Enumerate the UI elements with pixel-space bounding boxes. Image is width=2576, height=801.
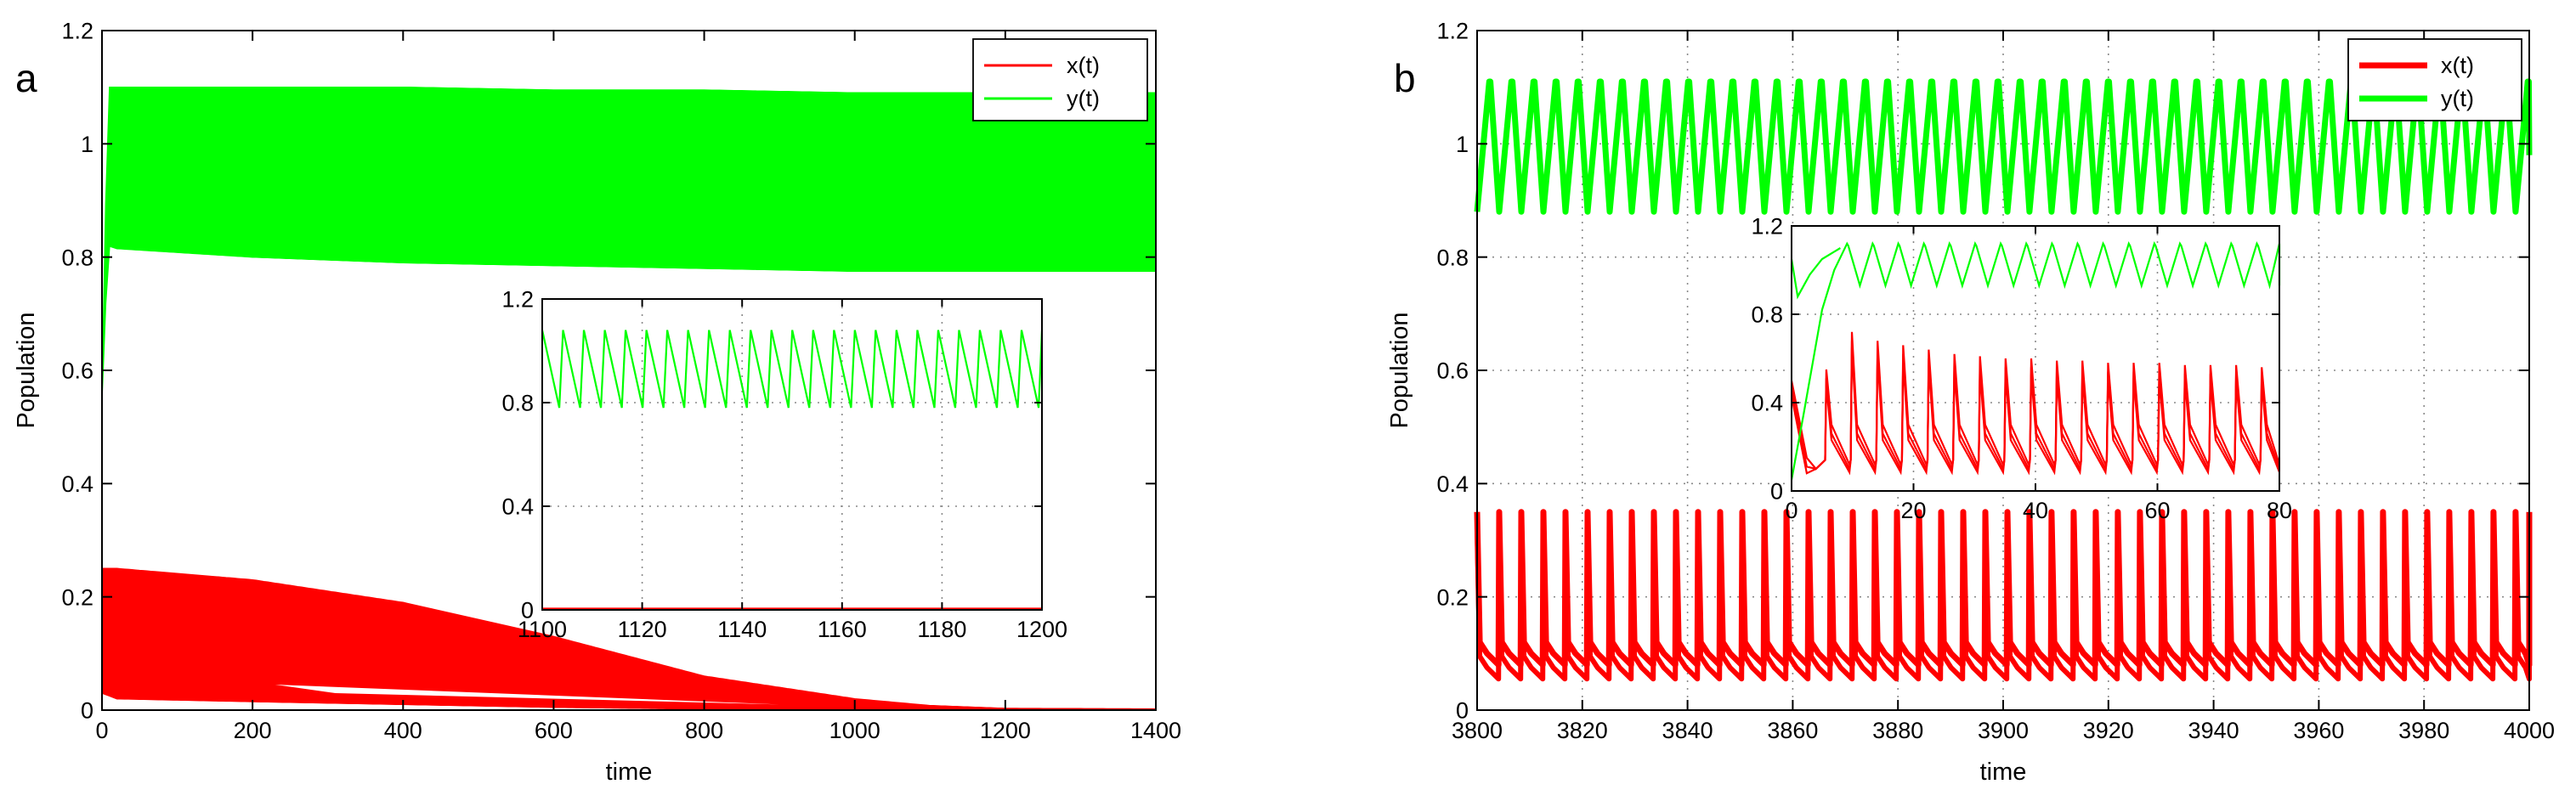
panel-b-ytick-label: 0.2 [1436, 584, 1469, 610]
panel-a-letter: a [15, 56, 37, 100]
panel-a-xtick-label: 400 [384, 718, 422, 743]
panel-a-ytick-label: 1 [81, 132, 93, 157]
panel-a-inset-ytick-label: 0.8 [501, 390, 534, 415]
panel-a-inset-xtick-label: 1200 [1016, 617, 1067, 642]
panel-a-ytick-label: 1.2 [61, 19, 93, 44]
panel-b-inset-ytick-label: 1.2 [1751, 213, 1783, 239]
panel-b-ytick-label: 0.4 [1436, 471, 1469, 497]
panel-b-legend-label-y: y(t) [2441, 86, 2474, 111]
panel-b-ytick-label: 0.8 [1436, 245, 1469, 270]
panel-b-xtick-label: 3980 [2398, 718, 2449, 743]
panel-a-xtick-label: 1200 [980, 718, 1031, 743]
panel-b-inset-xtick-label: 0 [1785, 498, 1798, 523]
panel-b-xlabel: time [1980, 759, 2027, 786]
panel-a-inset-xtick-label: 1180 [917, 617, 966, 642]
inset-series-y-branch [1790, 247, 1841, 300]
panel-a-ytick-label: 0.4 [61, 471, 93, 497]
panel-a: a 0 200 400 600 800 1000 1200 1400 0 0.2 0.4 0.6 0.8… [13, 19, 1181, 786]
panel-b-inset: 0 20 40 60 80 0 0.4 0.8 1.2 [1751, 213, 2292, 523]
inset-series-xt-branch-2 [1790, 347, 2281, 476]
panel-a-ylabel: Population [13, 312, 40, 428]
panel-b-inset-xtick-label: 20 [1900, 498, 1926, 523]
panel-b-inset-xtick-label: 40 [2023, 498, 2048, 523]
panel-b-ylabel: Population [1386, 312, 1413, 428]
panel-b-inset-xtick-label: 80 [2267, 498, 2292, 523]
panel-b-xtick-label: 3880 [1872, 718, 1923, 743]
panel-b-xtick-label: 3920 [2083, 718, 2134, 743]
series-x-band-gap [275, 685, 780, 705]
panel-a-ytick-label: 0 [81, 698, 93, 724]
panel-b-xtick-label: 3900 [1978, 718, 2029, 743]
panel-a-legend-label-x: x(t) [1067, 53, 1100, 78]
series-x-second-branch [1475, 523, 2532, 682]
panel-a-inset-ticks: 1100 1120 1140 1160 1180 1200 0 0.4 0.8 1.2 [501, 286, 1067, 642]
panel-b-legend-label-x: x(t) [2441, 53, 2474, 78]
panel-a-inset-axes-box [541, 298, 1043, 611]
panel-a-inset-ytick-label: 0.4 [501, 494, 534, 519]
panel-a-ticks: 0 200 400 600 800 1000 1200 140000.20.40.60.811… [61, 19, 1181, 743]
inset-series-yt-branch-0 [1790, 241, 2281, 481]
panel-a-legend: x(t) y(t) [972, 38, 1148, 121]
panel-a-xtick-label: 1400 [1130, 718, 1181, 743]
panel-b-inset-ytick-label: 0.4 [1751, 390, 1783, 415]
panel-a-ytick-label: 0.6 [61, 358, 93, 384]
panel-a-xlabel: time [606, 759, 653, 786]
panel-a-legend-label-y: y(t) [1067, 86, 1100, 111]
panel-b-inset-plot [1790, 241, 2281, 481]
panel-a-xtick-label: 200 [234, 718, 272, 743]
inset-series-yt [541, 330, 1044, 409]
panel-a-legend-box [972, 38, 1148, 121]
panel-b-ytick-label: 1 [1456, 132, 1469, 157]
panel-b-inset-ytick-label: 0.8 [1751, 302, 1783, 327]
panel-a-xtick-label: 600 [535, 718, 573, 743]
panel-b-inset-xtick-label: 60 [2144, 498, 2170, 523]
panel-a-inset-xtick-label: 1160 [818, 617, 867, 642]
panel-b-letter: b [1394, 56, 1416, 100]
panel-a-xtick-label: 800 [685, 718, 723, 743]
panel-a-inset: 1100 1120 1140 1160 1180 1200 0 0.4 0.8 1.2 [501, 286, 1067, 642]
panel-b-ytick-label: 1.2 [1436, 19, 1469, 44]
panel-b-ytick-label: 0 [1456, 698, 1469, 724]
panel-a-inset-plot [541, 330, 1044, 610]
panel-b-ticks: 3800 3820 3840 3860 3880 3900 3920 3940 3960 3980… [1436, 19, 2555, 743]
panel-b-xtick-label: 3840 [1662, 718, 1713, 743]
panel-b-xtick-label: 3860 [1767, 718, 1818, 743]
panel-a-xtick-label: 1000 [829, 718, 880, 743]
panel-b: b 3800 3820 3840 3860 3880 3900 3920 3940 3960 39… [1386, 19, 2555, 786]
series-xt [1474, 509, 2533, 668]
panel-b-inset-grid [1792, 226, 2279, 491]
panel-b-xtick-label: 3800 [1452, 718, 1503, 743]
panel-a-inset-xtick-label: 1100 [518, 617, 567, 642]
panel-a-inset-ytick-label: 1.2 [501, 286, 534, 312]
panel-b-ytick-label: 0.6 [1436, 358, 1469, 384]
panel-a-inset-xtick-label: 1120 [618, 617, 667, 642]
panel-b-plot-area [1474, 78, 2533, 682]
panel-b-xtick-label: 4000 [2504, 718, 2555, 743]
panel-a-xtick-label: 0 [95, 718, 108, 743]
panel-a-inset-ytick-label: 0 [521, 597, 534, 623]
panel-b-xtick-label: 3820 [1557, 718, 1608, 743]
panel-a-ytick-label: 0.8 [61, 245, 93, 270]
panel-b-xtick-label: 3960 [2293, 718, 2344, 743]
series-yt [1474, 78, 2533, 215]
panel-b-legend: x(t) y(t) [2347, 38, 2522, 121]
panel-b-legend-box [2347, 38, 2522, 121]
panel-b-inset-ytick-label: 0 [1770, 478, 1783, 504]
panel-a-ytick-label: 0.2 [61, 584, 93, 610]
panel-a-inset-xtick-label: 1140 [717, 617, 767, 642]
panel-b-xtick-label: 3940 [2188, 718, 2239, 743]
panel-b-inset-ticks: 0 20 40 60 80 0 0.4 0.8 1.2 [1751, 213, 2292, 523]
